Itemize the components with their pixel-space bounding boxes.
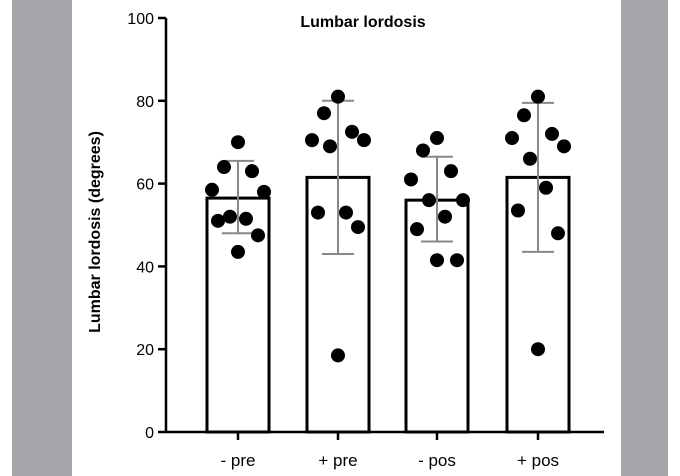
- data-point-3-9: [450, 253, 464, 268]
- data-point-3-8: [410, 222, 424, 237]
- left-gray-panel: [12, 0, 72, 476]
- y-axis-label: Lumbar lordosis (degrees): [87, 131, 104, 333]
- x-tick-label-4: + pos: [517, 451, 559, 470]
- data-point-3-7: [438, 209, 452, 224]
- data-point-1-8: [211, 213, 225, 228]
- data-point-4-1: [531, 89, 545, 104]
- data-point-2-3: [345, 124, 359, 139]
- data-point-4-6: [523, 151, 537, 166]
- right-gray-panel: [621, 0, 668, 476]
- data-point-1-3: [245, 164, 259, 179]
- data-point-4-5: [557, 139, 571, 154]
- data-point-4-8: [511, 203, 525, 218]
- data-point-3-4: [404, 172, 418, 187]
- data-point-4-10: [531, 342, 545, 357]
- data-point-1-10: [231, 244, 245, 259]
- data-point-1-4: [205, 182, 219, 197]
- data-point-1-6: [223, 209, 237, 224]
- data-point-2-7: [339, 205, 353, 220]
- x-tick-label-3: - pos: [418, 451, 456, 470]
- data-point-2-5: [357, 133, 371, 148]
- data-point-3-6: [422, 193, 436, 208]
- data-point-2-2: [317, 106, 331, 121]
- x-tick-label-1: - pre: [221, 451, 256, 470]
- data-point-2-1: [331, 89, 345, 104]
- data-point-2-4: [305, 133, 319, 148]
- y-tick-label-60: 60: [136, 177, 154, 194]
- y-tick-label-40: 40: [136, 259, 154, 276]
- chart-title: Lumbar lordosis: [300, 14, 425, 31]
- data-point-1-1: [231, 135, 245, 150]
- data-point-3-1: [430, 131, 444, 146]
- y-tick-label-100: 100: [127, 11, 154, 28]
- data-point-4-4: [505, 131, 519, 146]
- plot-layer: 0 20 40 60 80 100 - pre + pre - pos + pos: [127, 11, 604, 470]
- data-point-4-9: [551, 226, 565, 241]
- data-point-2-10: [331, 348, 345, 363]
- data-point-2-9: [351, 220, 365, 235]
- data-point-4-2: [517, 108, 531, 123]
- data-point-4-7: [539, 180, 553, 195]
- data-point-3-10: [430, 253, 444, 268]
- data-point-3-5: [456, 193, 470, 208]
- data-point-1-9: [251, 228, 265, 243]
- data-point-2-6: [323, 139, 337, 154]
- data-point-2-8: [311, 205, 325, 220]
- x-tick-label-2: + pre: [318, 451, 357, 470]
- data-point-3-3: [444, 164, 458, 179]
- y-tick-label-80: 80: [136, 94, 154, 111]
- data-point-1-7: [239, 211, 253, 226]
- data-point-1-5: [257, 184, 271, 199]
- data-point-1-2: [217, 160, 231, 175]
- y-tick-label-0: 0: [145, 425, 154, 442]
- data-point-4-3: [545, 126, 559, 141]
- data-point-3-2: [416, 143, 430, 158]
- y-tick-label-20: 20: [136, 342, 154, 359]
